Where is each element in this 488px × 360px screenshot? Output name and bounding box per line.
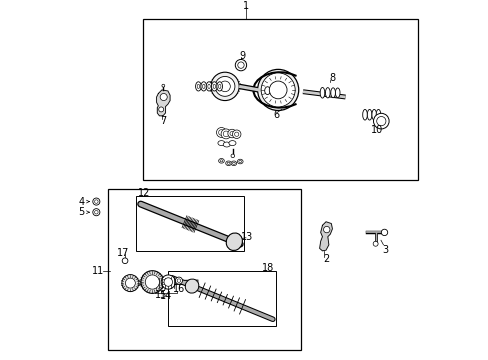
Text: 1: 1 (243, 1, 249, 11)
Ellipse shape (207, 84, 210, 89)
Circle shape (141, 271, 163, 293)
Ellipse shape (226, 162, 229, 165)
Text: 12: 12 (138, 188, 150, 198)
Circle shape (223, 131, 228, 137)
Ellipse shape (366, 109, 371, 120)
Circle shape (215, 76, 234, 96)
Text: 8: 8 (328, 73, 335, 83)
Ellipse shape (335, 88, 339, 98)
Ellipse shape (228, 141, 236, 145)
Ellipse shape (220, 160, 223, 162)
Ellipse shape (330, 88, 335, 98)
Bar (136, 196, 244, 251)
Text: 11: 11 (92, 266, 104, 276)
Text: 5: 5 (78, 207, 84, 217)
Text: 6: 6 (273, 111, 279, 121)
Circle shape (93, 209, 100, 216)
Ellipse shape (195, 82, 201, 91)
Ellipse shape (202, 84, 204, 89)
Bar (143, 19, 417, 180)
Circle shape (94, 200, 98, 203)
Circle shape (219, 81, 230, 92)
Circle shape (261, 73, 295, 107)
Text: 7: 7 (160, 116, 166, 126)
Circle shape (323, 226, 329, 233)
Text: 16: 16 (172, 284, 184, 294)
Ellipse shape (218, 158, 224, 163)
Circle shape (175, 277, 182, 284)
Ellipse shape (201, 82, 206, 91)
Circle shape (237, 62, 244, 68)
Ellipse shape (230, 161, 236, 166)
Text: 17: 17 (117, 248, 129, 258)
Circle shape (269, 81, 286, 99)
Ellipse shape (232, 162, 235, 165)
Text: 18: 18 (262, 263, 274, 273)
Circle shape (93, 198, 100, 205)
Text: 10: 10 (370, 125, 382, 135)
Ellipse shape (362, 109, 366, 120)
Ellipse shape (218, 84, 221, 89)
Circle shape (122, 275, 139, 292)
Circle shape (161, 275, 175, 289)
Circle shape (163, 278, 172, 286)
Circle shape (372, 241, 377, 246)
Ellipse shape (185, 279, 199, 293)
Circle shape (122, 258, 128, 264)
Circle shape (210, 72, 239, 100)
Circle shape (160, 94, 167, 100)
Ellipse shape (197, 84, 199, 89)
Circle shape (381, 229, 387, 235)
Text: 2: 2 (322, 254, 328, 264)
Circle shape (145, 275, 159, 289)
Ellipse shape (320, 87, 324, 98)
Bar (168, 271, 276, 326)
Ellipse shape (218, 141, 224, 145)
Bar (108, 189, 301, 350)
Text: 13: 13 (241, 232, 253, 242)
Circle shape (94, 211, 98, 214)
Circle shape (227, 129, 236, 138)
Circle shape (125, 278, 135, 288)
Circle shape (177, 279, 181, 282)
Circle shape (235, 59, 246, 71)
Polygon shape (319, 222, 332, 251)
Ellipse shape (213, 84, 215, 89)
Ellipse shape (264, 87, 270, 95)
Ellipse shape (223, 142, 230, 147)
Polygon shape (156, 90, 170, 116)
Ellipse shape (375, 109, 380, 120)
Ellipse shape (237, 159, 243, 164)
Ellipse shape (225, 161, 231, 166)
Ellipse shape (371, 109, 376, 120)
Text: 3: 3 (381, 245, 387, 255)
Ellipse shape (226, 233, 242, 251)
Circle shape (257, 69, 298, 111)
Ellipse shape (238, 161, 241, 163)
Circle shape (221, 129, 230, 139)
Circle shape (162, 84, 164, 87)
Circle shape (229, 131, 234, 136)
Circle shape (376, 117, 385, 126)
Text: 4: 4 (78, 197, 84, 207)
Circle shape (230, 154, 234, 158)
Circle shape (159, 107, 163, 112)
Text: 15: 15 (155, 290, 167, 300)
Circle shape (373, 113, 388, 129)
Ellipse shape (325, 87, 329, 98)
Ellipse shape (211, 82, 217, 91)
Text: 9: 9 (239, 51, 245, 61)
Circle shape (232, 130, 241, 139)
Circle shape (218, 130, 224, 135)
Ellipse shape (216, 82, 222, 91)
Text: 14: 14 (160, 291, 172, 301)
Circle shape (216, 127, 226, 138)
Circle shape (234, 132, 238, 136)
Ellipse shape (206, 82, 211, 91)
